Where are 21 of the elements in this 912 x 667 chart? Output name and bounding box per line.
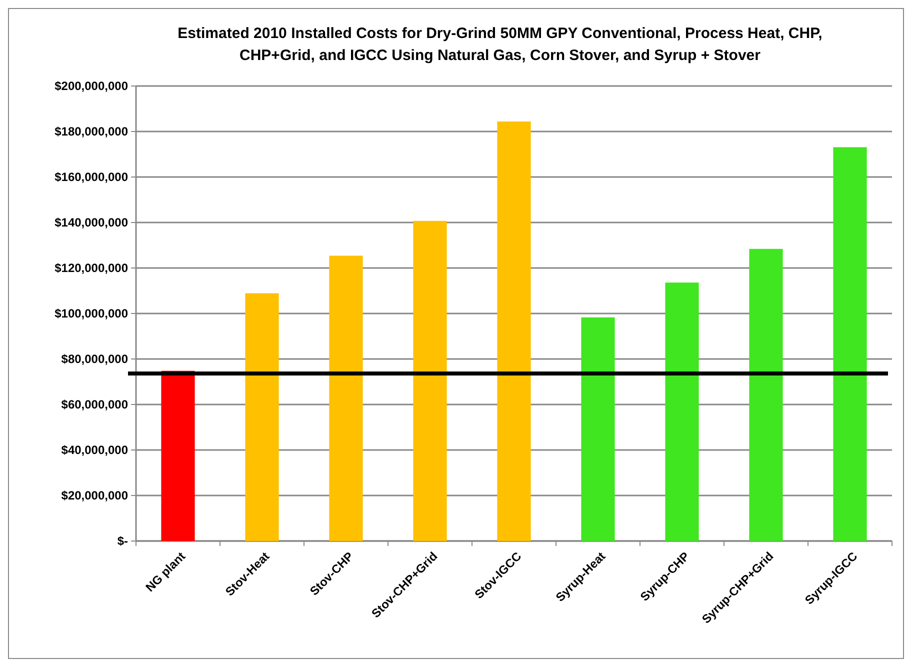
y-tick-label: $- bbox=[117, 534, 128, 548]
y-tick-label: $200,000,000 bbox=[54, 79, 128, 94]
bar bbox=[749, 248, 783, 541]
bar bbox=[329, 256, 363, 541]
bar bbox=[665, 282, 699, 541]
chart-title: Estimated 2010 Installed Costs for Dry-Grind 50MM GPY Conventional, Process Heat, CHP, CHP+Grid, and IGCC Using Natural Gas, Corn Stover, and Syrup + Stover bbox=[178, 25, 822, 64]
y-tick-label: $80,000,000 bbox=[61, 352, 128, 366]
y-tick-label: $20,000,000 bbox=[61, 488, 128, 503]
y-tick-label: $60,000,000 bbox=[61, 398, 128, 412]
bar bbox=[581, 317, 615, 541]
y-tick-label: $140,000,000 bbox=[54, 216, 128, 230]
bar bbox=[497, 121, 531, 541]
bar bbox=[245, 293, 279, 541]
y-tick-label: $40,000,000 bbox=[61, 443, 128, 458]
y-tick-label: $160,000,000 bbox=[54, 170, 128, 184]
bar bbox=[413, 220, 447, 541]
y-tick-label: $120,000,000 bbox=[54, 261, 128, 276]
bar bbox=[161, 370, 195, 541]
y-tick-label: $100,000,000 bbox=[54, 306, 128, 321]
y-tick-label: $180,000,000 bbox=[54, 124, 128, 139]
bar bbox=[833, 147, 867, 541]
